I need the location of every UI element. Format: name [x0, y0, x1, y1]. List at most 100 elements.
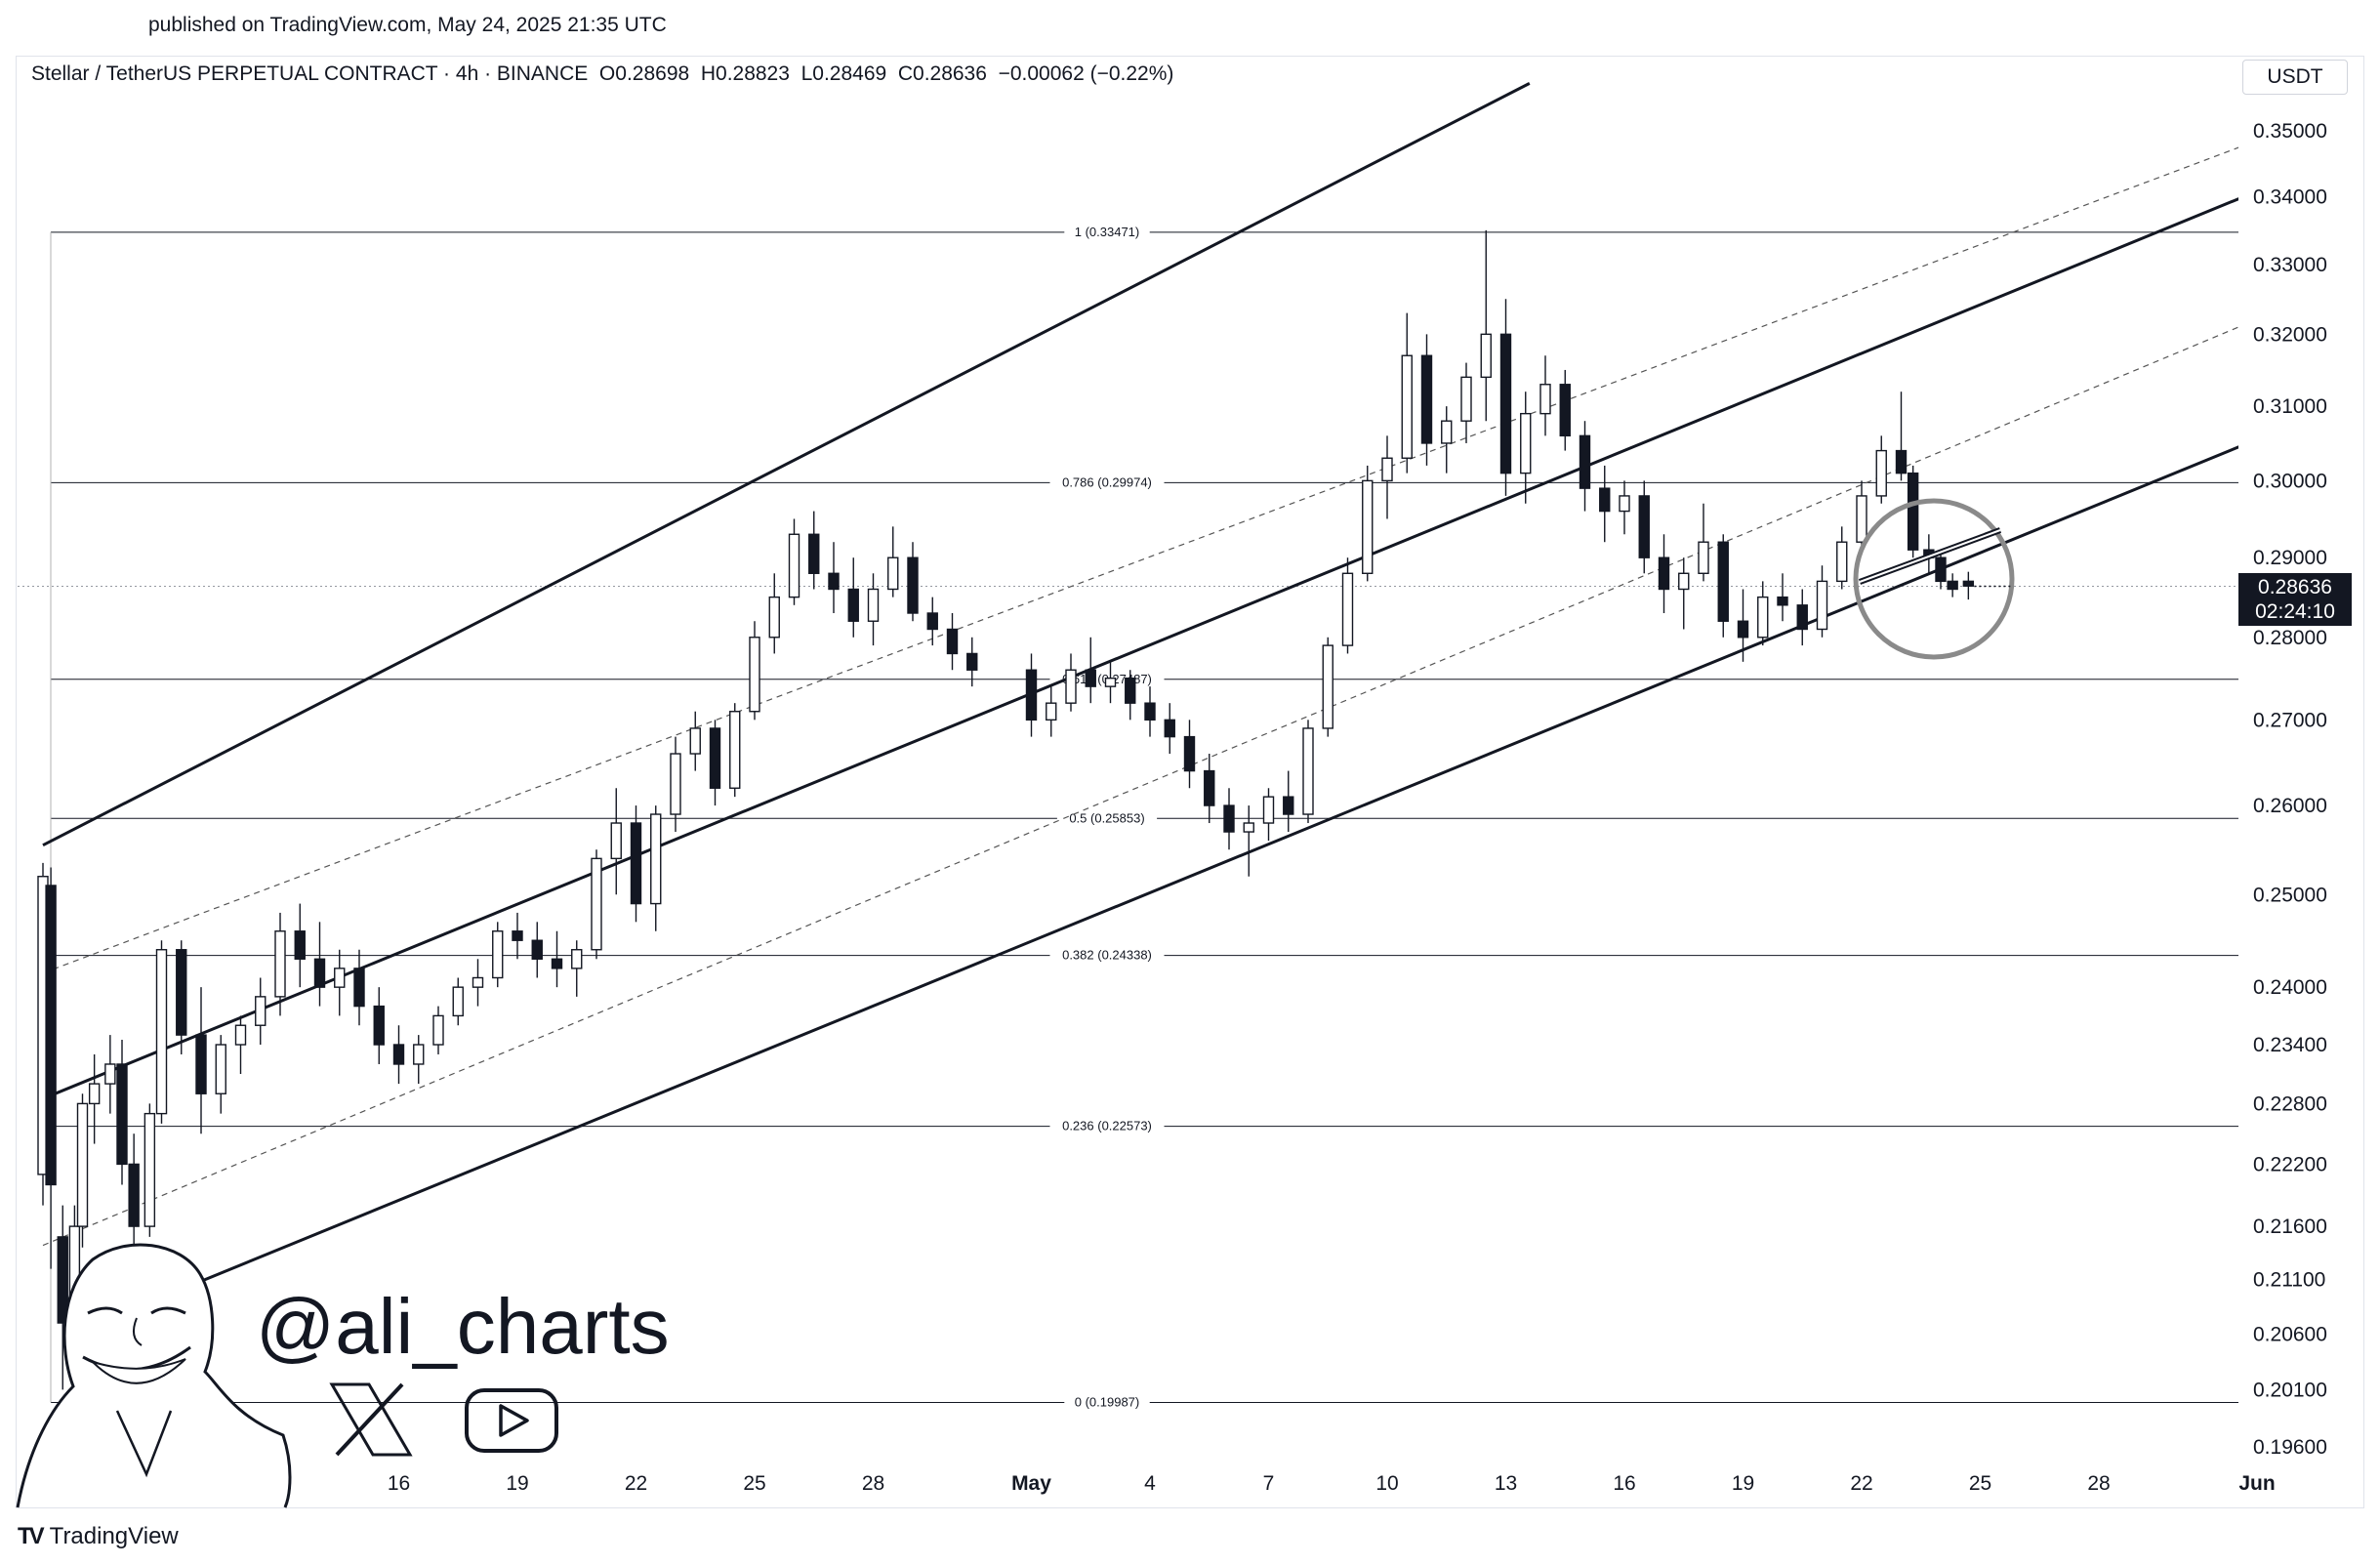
- price-tick-label: 0.34000: [2253, 185, 2327, 208]
- time-tick-label: 16: [1613, 1472, 1635, 1495]
- time-tick-label: 22: [1850, 1472, 1872, 1495]
- candle-body: [1381, 457, 1393, 482]
- candle-body: [215, 1044, 226, 1094]
- candle-body: [729, 711, 741, 789]
- candle-body: [1678, 572, 1690, 591]
- candle-body: [591, 857, 602, 951]
- candle-body: [1816, 580, 1828, 631]
- channel-solid-line: [42, 197, 2238, 1100]
- retest-line-inner: [1859, 529, 2001, 583]
- price-tick-label: 0.21600: [2253, 1216, 2327, 1238]
- price-tick-label: 0.28000: [2253, 627, 2327, 649]
- price-tick-label: 0.22800: [2253, 1092, 2327, 1115]
- tradingview-logo: TV TradingView: [18, 1523, 179, 1550]
- time-tick-label: 7: [1263, 1472, 1275, 1495]
- candle-body: [551, 958, 563, 969]
- candle-body: [128, 1163, 140, 1227]
- x-logo-diagonal: [335, 1382, 404, 1457]
- candle-body: [1875, 449, 1887, 497]
- price-tick-label: 0.26000: [2253, 795, 2327, 817]
- candle-body: [1658, 556, 1670, 591]
- time-tick-label: Jun: [2238, 1472, 2275, 1495]
- candle-body: [116, 1063, 128, 1166]
- currency-unit-button[interactable]: USDT: [2242, 60, 2348, 95]
- candle-body: [1796, 604, 1808, 631]
- candle-body: [294, 930, 306, 960]
- candle-body: [1698, 541, 1709, 574]
- price-tick-label: 0.30000: [2253, 470, 2327, 492]
- candle-body: [1046, 702, 1057, 721]
- candle-body: [353, 968, 365, 1008]
- candle-body: [1341, 572, 1354, 646]
- fib-label-bg: [1049, 1117, 1165, 1132]
- time-tick-label: 13: [1495, 1472, 1517, 1495]
- avatar-nose: [132, 1317, 143, 1346]
- candle-body: [274, 930, 286, 998]
- candle-body: [788, 533, 800, 598]
- candle-body: [313, 958, 326, 988]
- candle-body: [1480, 333, 1492, 379]
- candle-body: [926, 612, 938, 631]
- price-tick-label: 0.32000: [2253, 323, 2327, 346]
- candle-body: [828, 572, 840, 591]
- price-axis[interactable]: 0.35000 0.34000 0.33000 0.32000 0.31000 0.300…: [2253, 120, 2327, 1459]
- time-tick-label: 19: [1732, 1472, 1754, 1495]
- tradingview-mark-icon: TV: [18, 1523, 45, 1549]
- candle-body: [176, 949, 187, 1036]
- candle-body: [452, 986, 464, 1017]
- candle-body: [432, 1014, 444, 1046]
- avatar-eyes: [87, 1306, 186, 1315]
- candle-body: [847, 588, 859, 622]
- fib-label-bg: [1049, 474, 1165, 488]
- candle-body: [946, 628, 959, 655]
- price-tick-label: 0.20600: [2253, 1323, 2327, 1345]
- avatar-teeth: [92, 1358, 186, 1384]
- price-tick-label: 0.35000: [2253, 120, 2327, 143]
- price-tick-label: 0.25000: [2253, 884, 2327, 906]
- candle-body: [1223, 804, 1235, 833]
- fib-label-bg: [1064, 1393, 1150, 1408]
- time-tick-label: 28: [2087, 1472, 2110, 1495]
- candle-body: [1085, 669, 1096, 687]
- fib-label-bg: [1056, 809, 1158, 824]
- candle-body: [234, 1024, 247, 1046]
- candle-body: [1283, 796, 1294, 815]
- candle-body: [808, 533, 820, 574]
- channel-dashed-line: [42, 326, 2238, 1247]
- candle-body: [334, 968, 346, 988]
- candle-body: [768, 596, 780, 639]
- candle-body: [966, 652, 978, 671]
- fib-level-label: 1 (0.33471): [1075, 225, 1140, 239]
- candle-body: [1737, 620, 1749, 639]
- fib-level-label: 0 (0.19987): [1075, 1395, 1140, 1410]
- time-tick-label: 25: [1969, 1472, 1991, 1495]
- channel-dashed-line: [42, 146, 2238, 974]
- time-tick-label: 22: [625, 1472, 647, 1495]
- time-tick-label: 25: [743, 1472, 765, 1495]
- time-axis[interactable]: 710131619222528May4710131619222528Jun: [37, 1472, 2276, 1495]
- candle-body: [45, 885, 57, 1186]
- author-handle: @ali_charts: [256, 1283, 670, 1370]
- breakdown-highlight-circle: [1853, 498, 2015, 660]
- candle-body: [57, 1236, 68, 1324]
- candle-body: [1065, 669, 1077, 704]
- candle-body: [1777, 596, 1788, 606]
- candle-body: [1262, 796, 1275, 824]
- candle-body: [650, 813, 662, 905]
- candle-body: [1499, 333, 1512, 474]
- time-tick-label: 4: [1144, 1472, 1156, 1495]
- candle-body: [1962, 580, 1975, 587]
- chart-frame: [16, 56, 2364, 1508]
- tradingview-wordmark: TradingView: [49, 1523, 179, 1549]
- candle-body: [144, 1112, 156, 1227]
- price-tick-label: 0.24000: [2253, 976, 2327, 999]
- candle-body: [472, 976, 484, 988]
- candle-body: [1539, 384, 1551, 415]
- candle-body: [670, 753, 681, 815]
- channel-solid-line: [42, 82, 1531, 846]
- candle-body: [155, 949, 168, 1115]
- candle-body: [709, 727, 721, 789]
- candle-body: [76, 1102, 89, 1227]
- x-logo-icon: [329, 1382, 413, 1457]
